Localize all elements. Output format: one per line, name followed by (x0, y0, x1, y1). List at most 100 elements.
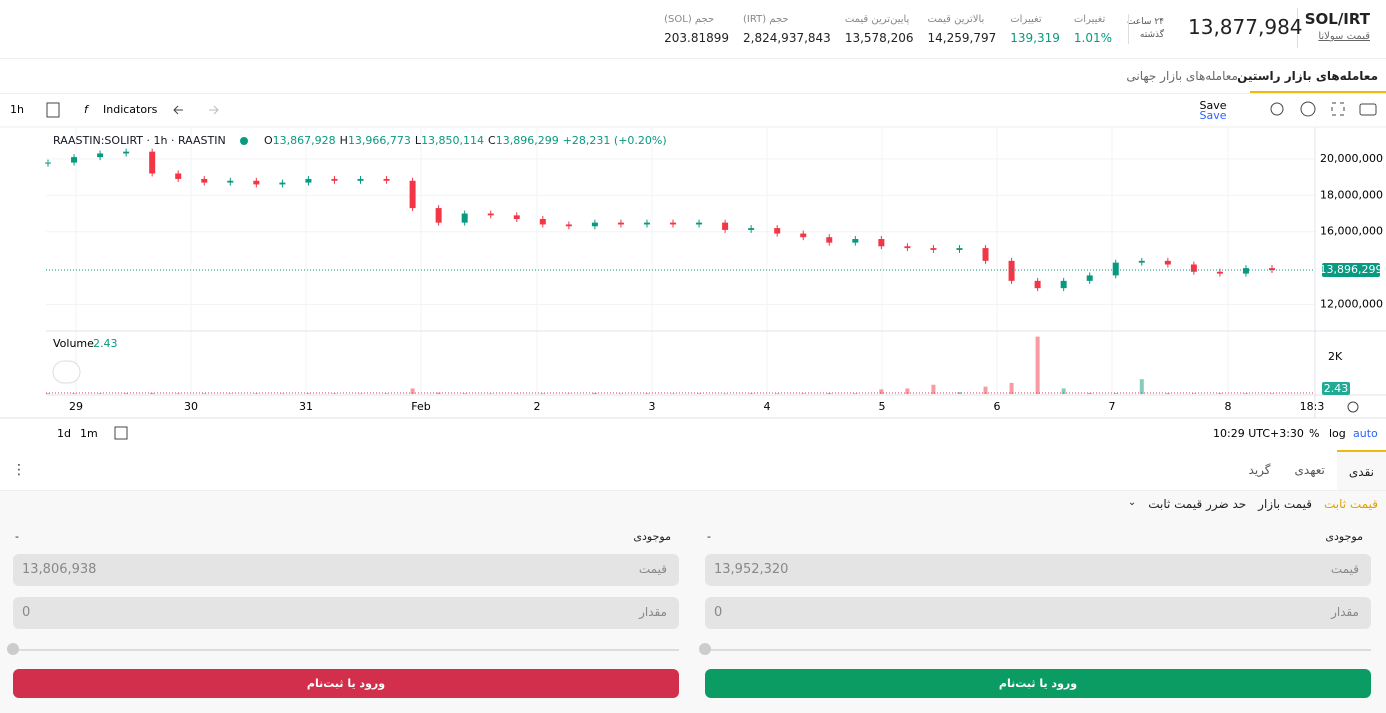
order-type[interactable]: حد ضرر قیمت ثابت (1148, 497, 1247, 511)
volume-last-label: 2.43 (1324, 382, 1349, 395)
save[interactable]: Save (1199, 99, 1226, 112)
x-tick-label: 2 (534, 400, 541, 413)
slider-handle[interactable] (7, 643, 19, 655)
volume-bar (1061, 388, 1066, 394)
volume-bar (384, 393, 389, 394)
settings-icon[interactable] (1300, 101, 1316, 117)
x-tick-label: 8 (1225, 400, 1232, 413)
amount-value: 0 (714, 605, 723, 620)
stat-label: پایین‌ترین قیمت (844, 14, 910, 25)
candle (852, 239, 859, 243)
auto: auto (1353, 427, 1378, 440)
volume-bar (697, 393, 702, 394)
undo-icon[interactable] (173, 105, 183, 115)
amount-value: 0 (22, 605, 31, 620)
volume-bar (1009, 382, 1014, 394)
stat: تغییرات 1.01% (1074, 14, 1112, 45)
volume-bar (306, 393, 311, 394)
candle (1086, 275, 1093, 281)
submit-button[interactable]: ورود یا ثبت‌نام (13, 669, 679, 698)
candle (1112, 262, 1119, 276)
candle (643, 222, 650, 225)
slider-handle[interactable] (699, 643, 711, 655)
candle (591, 222, 598, 227)
tab[interactable]: معامله‌های بازار جهانی (1126, 69, 1238, 83)
bars-icon[interactable] (46, 102, 60, 118)
price-field[interactable]: قیمت 13,952,320 (705, 554, 1371, 586)
candle (45, 162, 51, 164)
price-value: 13,806,938 (22, 562, 97, 577)
x-tick-label: 6 (994, 400, 1001, 413)
fx-icon: f (84, 103, 90, 116)
order-tab[interactable]: نقدی (1336, 450, 1386, 490)
price-label: قیمت (1330, 562, 1359, 576)
stat-value: 203.81899 (664, 31, 730, 45)
indicators[interactable]: Indicators (103, 103, 158, 116)
candle (1060, 280, 1067, 289)
pair[interactable]: SOL/IRT (1304, 10, 1370, 28)
volume-bar (1165, 393, 1170, 394)
legend-l_label: L (415, 134, 422, 147)
candle (930, 248, 937, 250)
volume-bar (410, 388, 415, 394)
order-type[interactable]: قیمت بازار (1258, 497, 1312, 511)
legend-values: O13,867,928 H13,966,773 L13,850,114 C13,896… (264, 134, 667, 147)
volume-bar (436, 392, 441, 394)
y-tick-label: 16,000,000 (1320, 225, 1383, 238)
volume-bar (540, 393, 545, 394)
balance: - (15, 530, 19, 543)
stat: بالاترین قیمت 14,259,797 (928, 14, 997, 45)
volume-tick-label: 2K (1328, 350, 1343, 363)
redo-icon[interactable] (209, 105, 219, 115)
candle (123, 151, 130, 154)
volume-bar (879, 389, 884, 394)
price-field[interactable]: قیمت 13,806,938 (13, 554, 679, 586)
dropdown-icon[interactable]: ⌄ (1127, 497, 1137, 508)
candle (904, 246, 911, 249)
y-tick-label: 20,000,000 (1320, 152, 1383, 165)
volume-bar (1087, 392, 1092, 394)
stat: حجم (IRT) 2,824,937,843 (743, 14, 831, 45)
volume-value: 2.43 (93, 337, 118, 350)
candle (513, 215, 520, 219)
interval[interactable]: 1h (10, 103, 24, 116)
slider-track[interactable] (705, 649, 1371, 651)
menu-icon[interactable]: ⋮ (12, 462, 26, 478)
order-tab[interactable]: گرید (1248, 463, 1271, 477)
candle (435, 208, 442, 223)
tab-active[interactable]: معامله‌های بازار راستین (1237, 69, 1378, 83)
candle (748, 228, 755, 230)
volume-bar (983, 386, 988, 394)
search-icon[interactable] (1270, 102, 1284, 116)
candle (774, 228, 781, 234)
fullscreen-icon[interactable] (1331, 102, 1345, 116)
stat: تغییرات 139,319 (1010, 14, 1060, 45)
stat-value: 14,259,797 (927, 31, 997, 45)
slider-track[interactable] (13, 649, 679, 651)
candle (487, 213, 494, 216)
price-label: قیمت (638, 562, 667, 576)
amount-field[interactable]: مقدار 0 (13, 597, 679, 629)
candle (227, 180, 234, 183)
candle (1190, 264, 1197, 272)
submit-button[interactable]: ورود یا ثبت‌نام (705, 669, 1371, 698)
tab-underline (1250, 91, 1386, 93)
legend-h: 13,966,773 (348, 134, 411, 147)
amount-field[interactable]: مقدار 0 (705, 597, 1371, 629)
camera-icon[interactable] (1359, 103, 1377, 116)
x-tick-label: 18:3 (1300, 400, 1325, 413)
candle (279, 182, 286, 185)
x-tick-label: 30 (184, 400, 198, 413)
price-value: 13,952,320 (714, 562, 789, 577)
volume-bar (462, 393, 467, 394)
x-tick-label: 4 (764, 400, 771, 413)
tabs: معامله‌های بازار راستین معامله‌های بازار… (0, 59, 1386, 94)
save-sub: Save (1199, 109, 1226, 122)
volume-bar (1217, 393, 1222, 394)
order-type[interactable]: قیمت ثابت (1323, 497, 1378, 511)
candle (1138, 260, 1145, 263)
divider (1297, 8, 1298, 48)
candle (800, 233, 807, 238)
axis-settings-icon[interactable] (1347, 401, 1359, 413)
order-tab[interactable]: تعهدی (1294, 463, 1325, 477)
